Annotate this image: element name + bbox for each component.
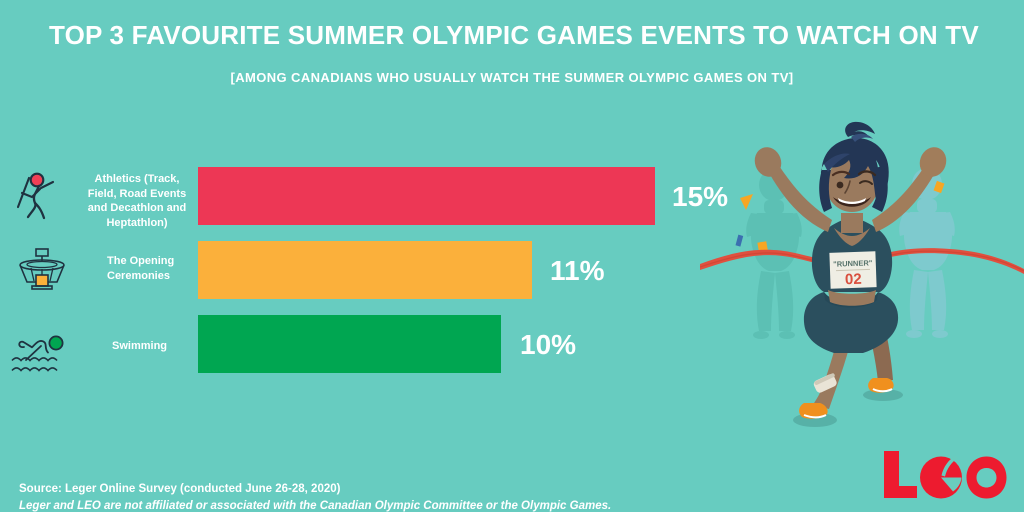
svg-text:"RUNNER": "RUNNER" [833,258,873,268]
svg-text:02: 02 [845,271,862,289]
